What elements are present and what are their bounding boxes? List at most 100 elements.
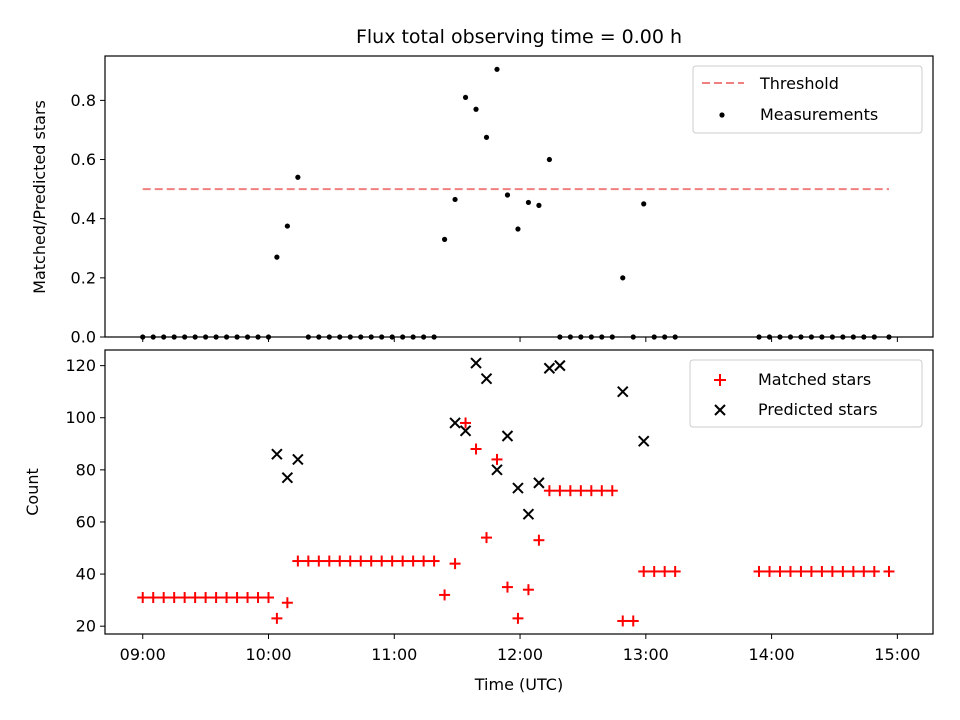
measurement-point [557,334,563,340]
measurement-point [337,334,343,340]
x-tick-label: 10:00 [245,645,291,664]
x-tick-label: 11:00 [371,645,417,664]
predicted-star-point [638,435,650,447]
measurement-point [886,334,892,340]
measurement-point [861,334,867,340]
measurement-point [316,334,322,340]
matched-star-point [805,565,817,577]
bottom-y-tick-label: 20 [76,617,96,636]
matched-star-point [816,565,828,577]
measurement-point [326,334,332,340]
bottom-y-tick-label: 100 [65,408,96,427]
measurement-point [203,334,209,340]
bottom-y-axis-label: Count [23,468,42,516]
measurement-point [431,334,437,340]
matched-star-point [847,565,859,577]
x-tick-label: 13:00 [623,645,669,664]
matched-star-point [837,565,849,577]
top-y-axis-label: Matched/Predicted stars [30,100,49,294]
matched-star-point [774,565,786,577]
matched-star-point [659,565,671,577]
measurement-point [140,334,146,340]
measurement-point [182,334,188,340]
matched-star-point [281,597,293,609]
bottom-panel: 20 40 60 80 100 120 09:00 10:00 11:00 12:00 13:00… [23,349,934,694]
matched-star-point [784,565,796,577]
predicted-star-point [292,453,304,466]
matched-star-point [200,592,212,604]
measurement-point [368,334,374,340]
measurement-point [798,334,804,340]
matched-star-point [344,555,356,567]
measurement-point [787,334,794,340]
x-tick-label: 09:00 [120,645,166,664]
measurement-point [829,334,835,340]
chart-title: Flux total observing time = 0.00 h [356,26,682,48]
measurement-point [850,334,856,340]
legend-matched-swatch [714,374,726,386]
matched-star-point [512,612,524,624]
legend-predicted-swatch [714,404,726,416]
measurement-point [599,334,605,340]
predicted-star-point [271,448,283,460]
matched-star-point [596,485,608,497]
measurement-point [641,201,647,207]
measurement-point [192,334,198,340]
matched-star-point [137,592,149,604]
measurement-point [672,334,678,340]
x-tick-label: 14:00 [749,645,795,664]
matched-star-point [638,565,650,577]
measurement-point [358,334,364,340]
bottom-y-tick-label: 60 [76,512,96,531]
predicted-star-point [459,425,472,437]
matched-star-point [617,615,629,627]
bottom-y-ticks: 20 40 60 80 100 120 [65,356,105,636]
matched-star-point [179,592,191,604]
matched-star-point [460,417,472,429]
matched-star-point [795,565,807,577]
x-tick-label: 15:00 [874,645,920,664]
matched-star-point [669,565,681,577]
matched-star-point [627,615,639,627]
matched-star-point [323,555,335,567]
measurement-point [265,334,272,340]
matched-star-point [522,584,534,596]
measurement-point [504,192,511,198]
matched-star-point [428,555,440,567]
measurement-point [546,156,552,163]
measurement-point [578,334,584,340]
matched-star-point [397,555,409,567]
matched-star-point [826,565,838,577]
matched-star-point [858,565,870,577]
matched-star-point [221,592,233,604]
predicted-star-point [554,359,566,372]
legend-measurements-label: Measurements [760,105,878,124]
matched-star-point [439,589,451,601]
matched-star-point [168,592,180,604]
matched-star-point [449,558,461,570]
measurement-point [588,334,594,340]
top-y-tick-label: 0.2 [71,268,96,287]
matched-star-point [501,581,513,593]
matched-star-point [189,592,201,604]
measurement-point [620,275,626,281]
matched-star-point [753,565,765,577]
bottom-legend-box [689,359,923,428]
measurement-point [161,334,167,340]
bottom-x-ticks: 09:00 10:00 11:00 12:00 13:00 14:00 15:00 [120,634,920,664]
matched-star-point [302,555,314,567]
predicted-star-point [470,357,482,369]
measurement-point [536,202,542,208]
predicted-star-point [617,385,629,398]
measurement-point [483,134,490,140]
matched-star-point [158,592,170,604]
measurement-point [347,334,353,340]
measurement-point [756,334,762,340]
measurement-point [274,254,280,260]
measurement-point [525,199,532,206]
measurement-point [452,196,458,203]
matched-star-point [491,453,503,465]
predicted-star-point [281,471,294,484]
measurement-point [840,334,846,340]
